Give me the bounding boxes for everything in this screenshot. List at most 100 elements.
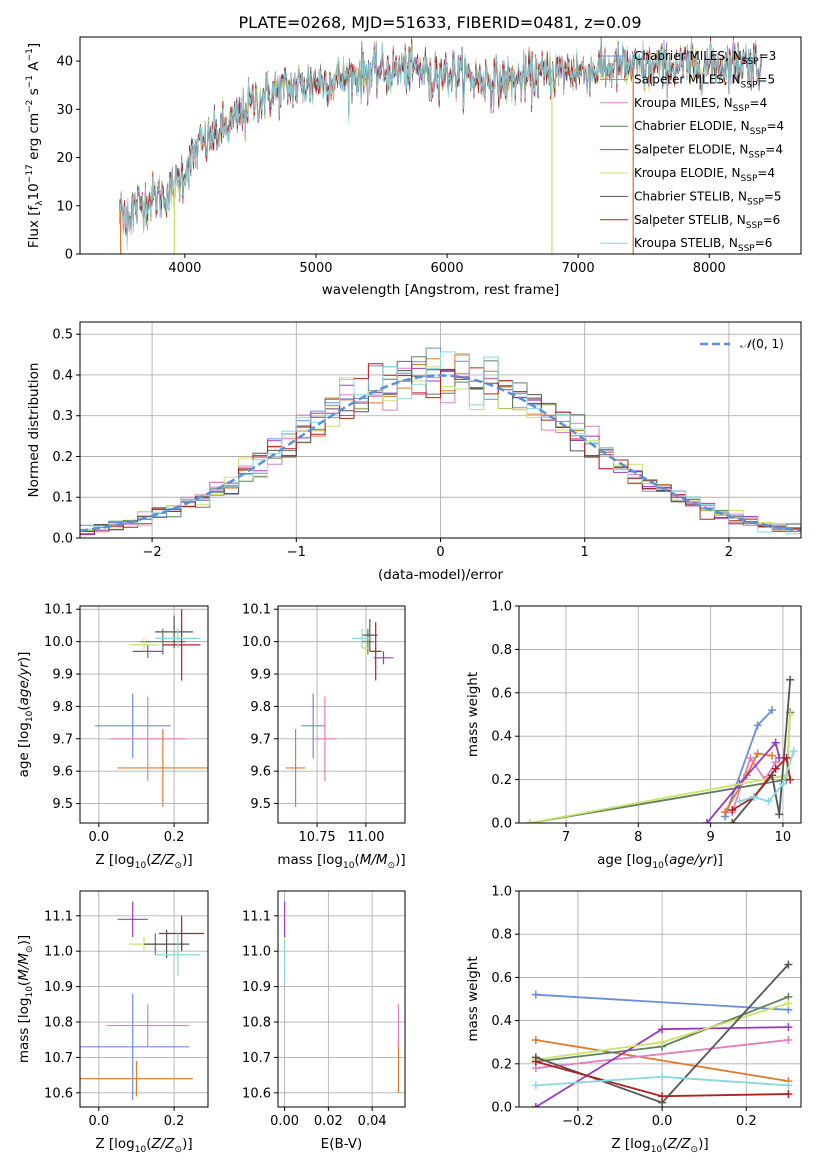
y-tick-label: 0.8 [491,643,512,658]
y-axis-label: mass weight [465,956,481,1041]
x-tick-label: 8 [634,830,642,845]
y-tick-label: 0.0 [491,817,512,832]
series-marker [784,1090,793,1099]
series-marker [721,808,730,817]
legend-entry: Salpeter ELODIE, NSSP=4 [634,143,783,161]
y-axis-label: Flux [fλ10−17 erg cm−2 s−1 A−1] [25,43,45,248]
errorbars [95,609,208,807]
x-tick-label: 0 [436,545,444,560]
series-marker [775,753,784,762]
series-marker [784,1023,793,1032]
y-tick-label: 10.8 [44,1016,73,1031]
y-tick-label: 1.0 [491,600,512,615]
y-tick-label: 1.0 [491,885,512,900]
axes-frame [79,36,802,255]
series-line [535,1039,789,1082]
series-marker [782,753,791,762]
y-tick-label: 9.6 [250,765,271,780]
x-axis-label: Z [log10(Z/Z⊙)] [611,1136,708,1155]
legend-entry: Salpeter MILES, NSSP=5 [634,72,775,90]
y-tick-label: 9.7 [250,732,271,747]
y-tick-label: 9.9 [52,668,73,683]
series-marker [746,753,755,762]
massweight_vs_age-panel: 7 8 9 10 0.0 0.2 0.4 0.6 0.8 1.0 age [log10(age/yr… [465,600,802,871]
age_vs_Z-panel: 0.0 0.2 9.5 9.6 9.7 9.8 9.9 10.0 10.1 Z [log10(Z/… [16,603,209,871]
errorbars [283,901,400,1093]
y-tick-label: 9.7 [52,732,73,747]
figure-title: PLATE=0268, MJD=51633, FIBERID=0481, z=0… [238,13,641,32]
y-tick-label: 0.8 [491,928,512,943]
x-axis-label: Z [log10(Z/Z⊙)] [95,1136,192,1155]
y-tick-label: 0.4 [491,1014,512,1029]
y-tick-label: 0.0 [52,532,73,547]
y-tick-label: 10.9 [242,980,271,995]
y-tick-label: 10.0 [44,635,73,650]
x-tick-label: 6000 [431,261,464,276]
x-axis-label: E(B-V) [321,1136,363,1152]
y-tick-label: 11.1 [44,909,73,924]
lines [525,675,798,823]
series-marker [728,819,737,823]
series-marker [658,1092,667,1101]
series-marker [531,1103,540,1107]
y-tick-label: 9.8 [52,700,73,715]
series-marker [786,675,795,684]
series-marker [750,792,758,801]
histograms [80,347,801,535]
series-marker [778,779,787,788]
x-axis-label: age [log10(age/yr)] [597,852,723,871]
series-marker [771,738,780,747]
y-tick-label: 10.0 [242,635,271,650]
y-tick-label: 0.4 [491,730,512,745]
age_vs_mass-panel: 10.75 11.00 9.5 9.6 9.7 9.8 9.9 10.0 10.1 mass [l… [242,603,406,871]
x-tick-label: 0.2 [736,1114,757,1129]
x-tick-label: −1 [287,545,306,560]
x-tick-label: 0.0 [652,1114,673,1129]
series-marker [753,749,762,758]
y-tick-label: 10.1 [44,603,73,618]
y-tick-label: 0.2 [52,450,73,465]
series-marker [771,764,780,773]
x-tick-label: 9 [706,830,714,845]
x-axis-label: wavelength [Angstrom, rest frame] [322,282,560,298]
series-marker [525,819,534,823]
series-line [535,1039,789,1069]
series-marker [703,819,711,823]
y-tick-label: 0.2 [491,773,512,788]
series-marker [658,1025,667,1034]
mass_vs_Z-panel: 0.0 0.2 10.6 10.7 10.8 10.9 11.0 11.1 Z [log10(Z… [16,890,209,1155]
series-marker [735,797,744,806]
x-tick-label: 10.75 [298,830,335,845]
axes-frame [79,890,209,1108]
x-tick-label: 4000 [168,261,201,276]
x-tick-label: 7000 [562,261,595,276]
x-tick-label: 5000 [299,261,332,276]
series-marker [784,1081,793,1090]
axes-frame [518,890,802,1108]
series-marker [768,706,777,715]
x-tick-label: 10 [775,830,792,845]
histogram-steps [80,351,801,535]
series-marker [531,1036,540,1045]
y-tick-label: 10.6 [242,1086,271,1101]
y-tick-label: 10.8 [242,1016,271,1031]
y-tick-label: 0.4 [52,368,73,383]
x-tick-label: 0.2 [164,1114,185,1129]
legend-entry: Kroupa STELIB, NSSP=6 [634,236,772,254]
y-tick-label: 10.7 [44,1051,73,1066]
series-marker [753,721,762,730]
y-tick-label: 30 [56,103,73,118]
y-tick-label: 9.9 [250,668,271,683]
legend-entry: Chabrier MILES, NSSP=3 [634,49,776,67]
axes-frame [79,605,209,824]
series-marker [784,960,793,969]
series-marker [531,990,540,999]
x-tick-label: 0.0 [88,830,109,845]
y-tick-label: 9.5 [52,797,73,812]
y-tick-label: 11.0 [242,945,271,960]
series-marker [764,797,773,806]
y-tick-label: 0.1 [52,491,73,506]
spectrum-line [118,37,763,250]
residuals-panel: −2 −1 0 1 2 0.0 0.1 0.2 0.3 0.4 0.5 (data-model)/er… [26,321,802,583]
series-marker [658,1038,667,1047]
